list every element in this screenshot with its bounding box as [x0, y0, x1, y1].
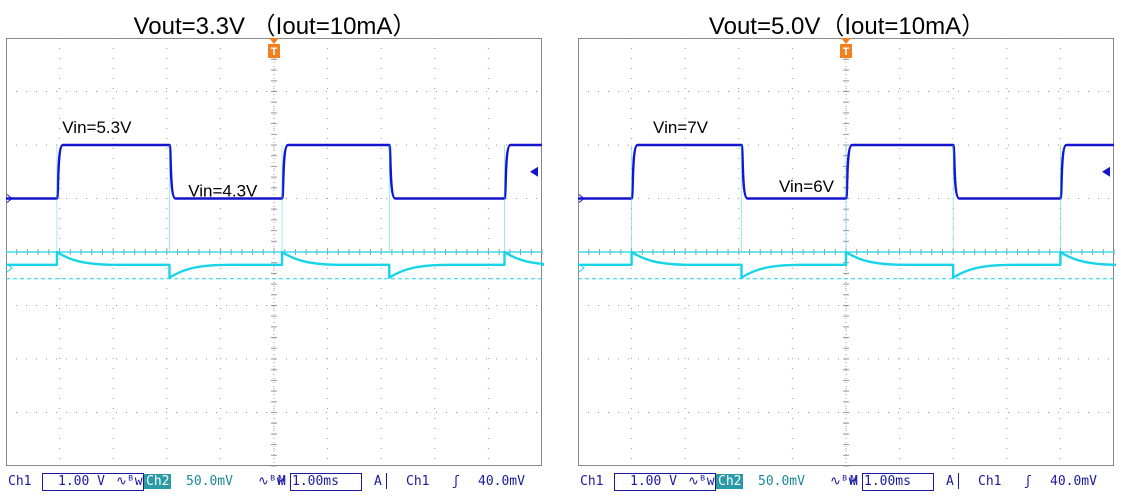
timebase-prefix: M — [278, 474, 286, 489]
ch1-scale: 1.00 V — [630, 474, 677, 489]
panel-title: Vout=5.0V（Iout=10mA） — [708, 13, 986, 40]
ch2-label: Ch2 — [716, 474, 744, 489]
trigger-arrow — [269, 38, 279, 44]
trigger-position-icon: T — [840, 38, 852, 58]
vin-annotation: Vin=5.3V — [62, 118, 132, 137]
ch2-ground-marker — [578, 263, 585, 273]
ch2-label: Ch2 — [144, 474, 172, 489]
ch2-coupling: ∿ᴮw — [258, 474, 285, 489]
trigger-mode: A — [374, 474, 382, 489]
trigger-level: 40.0mV — [1050, 474, 1097, 489]
timebase: 1.00ms — [864, 474, 911, 489]
ch1-trace — [578, 143, 1114, 200]
trigger-arrow — [841, 38, 851, 44]
ch1-ground-marker — [6, 194, 13, 203]
ch1-scale: 1.00 V — [58, 474, 105, 489]
ch2-coupling: ∿ᴮw — [830, 474, 857, 489]
trigger-mode: A — [946, 474, 954, 489]
ch2-scale: 50.0mV — [758, 474, 805, 489]
trigger-box — [268, 44, 280, 58]
vin-annotation: Vin=7V — [653, 118, 709, 137]
status-bar: Ch1 1.00 V ∿ᴮw Ch2 50.0mV ∿ᴮw M 1.00ms A… — [6, 472, 544, 492]
ch1-label: Ch1 — [8, 474, 32, 489]
trigger-box — [840, 44, 852, 58]
trigger-position-icon: T — [268, 38, 280, 58]
ch1-trace — [6, 143, 542, 200]
ch1-ground-marker — [578, 194, 585, 203]
trigger-channel: Ch1 — [978, 474, 1002, 489]
ch1-scale-box — [42, 473, 144, 491]
trigger-slope-icon: ʃ — [1024, 474, 1032, 489]
timebase: 1.00ms — [292, 474, 339, 489]
trigger-box — [958, 473, 1115, 489]
trigger-slope-icon: ʃ — [452, 474, 460, 489]
ch1-coupling: ∿ᴮw — [688, 474, 715, 489]
trigger-level: 40.0mV — [478, 474, 525, 489]
ch2-trace — [578, 250, 1116, 279]
trigger-label: T — [271, 46, 278, 58]
ch1-label: Ch1 — [580, 474, 604, 489]
trigger-channel: Ch1 — [406, 474, 430, 489]
timebase-prefix: M — [850, 474, 858, 489]
scope-panel-left: Vout=3.3V （Iout=10mA） Vin=5.3V Vin=4.3V T … — [6, 0, 544, 498]
timebase-box — [290, 473, 362, 491]
ch2-ground-marker — [6, 263, 13, 273]
panel-title: Vout=3.3V （Iout=10mA） — [133, 13, 417, 40]
ch1-coupling: ∿ᴮw — [116, 474, 143, 489]
ch1-scale-box — [614, 473, 716, 491]
oscilloscope-screen: Vin=5.3V Vin=4.3V T — [6, 38, 544, 467]
status-bar: Ch1 1.00 V ∿ᴮw Ch2 50.0mV ∿ᴮw M 1.00ms A… — [578, 472, 1116, 492]
vin-annotation: Vin=4.3V — [188, 181, 258, 200]
vin-annotation: Vin=6V — [779, 177, 835, 196]
trigger-label: T — [843, 46, 850, 58]
timebase-box — [862, 473, 934, 491]
scope-panel-right: Vout=5.0V（Iout=10mA） Vin=7V Vin=6V T Ch1 1… — [578, 0, 1116, 498]
trigger-level-arrow-icon — [1102, 166, 1110, 177]
ch2-scale: 50.0mV — [186, 474, 233, 489]
trigger-box — [386, 473, 543, 489]
ch2-trace — [6, 250, 544, 279]
trigger-level-arrow-icon — [530, 166, 538, 177]
oscilloscope-screen: Vin=7V Vin=6V T — [578, 38, 1116, 467]
